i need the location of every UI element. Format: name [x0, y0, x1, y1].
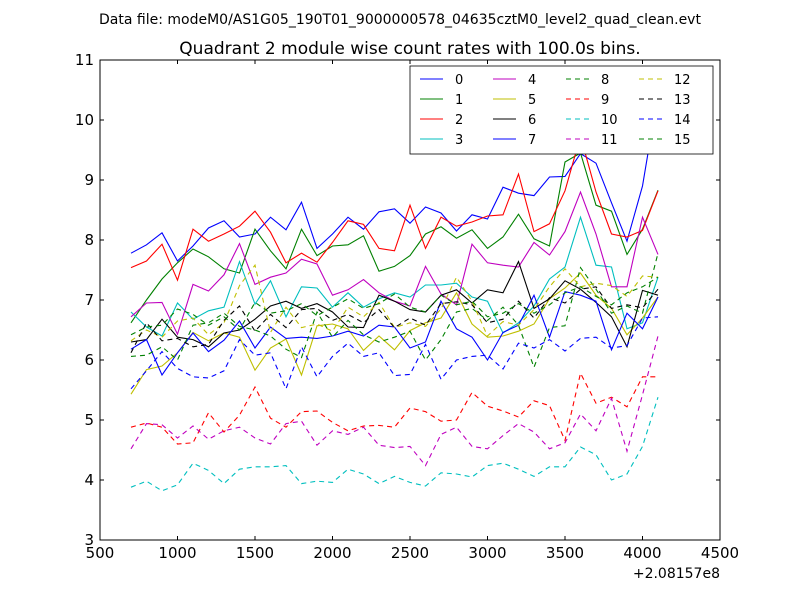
legend-label-10: 10 [601, 113, 618, 128]
chart-title: Quadrant 2 module wise count rates with … [179, 39, 640, 59]
series-line-15 [130, 276, 659, 336]
y-tick-label: 7 [84, 291, 94, 309]
y-tick-label: 9 [84, 171, 94, 189]
series-line-6 [130, 260, 659, 349]
x-tick-label: 4000 [623, 544, 661, 562]
series-line-8 [130, 253, 659, 369]
legend-box [409, 65, 714, 155]
plot-frame [99, 59, 721, 541]
legend-label-8: 8 [601, 73, 609, 88]
series-line-10 [130, 397, 659, 492]
series-line-9 [130, 371, 658, 445]
x-tick-label: 3500 [546, 544, 584, 562]
y-tick-label: 4 [84, 471, 94, 489]
x-tick-label: 1000 [158, 544, 196, 562]
legend-label-4: 4 [528, 73, 536, 88]
legend-label-11: 11 [601, 133, 618, 148]
series-line-2 [130, 134, 659, 282]
series-line-3 [130, 215, 659, 337]
legend-label-6: 6 [528, 113, 536, 128]
series-line-11 [130, 335, 659, 467]
figure-suptitle: Data file: modeM0/AS1G05_190T01_90000005… [99, 12, 701, 28]
x-axis-offset-text: +2.08157e8 [633, 566, 720, 582]
y-tick-label: 3 [84, 531, 94, 549]
x-tick-label: 3000 [468, 544, 506, 562]
legend-label-9: 9 [601, 93, 609, 108]
series-line-0 [130, 93, 659, 262]
legend-label-1: 1 [455, 93, 463, 108]
series-line-14 [130, 316, 659, 391]
axis-ticks: 500 1000 1500 2000 2500 3000 3500 4000 4500 3 4 5 6 7… [75, 51, 739, 562]
legend-label-14: 14 [674, 113, 691, 128]
x-tick-label: 1500 [236, 544, 274, 562]
legend-label-15: 15 [674, 133, 691, 148]
legend-label-3: 3 [455, 133, 463, 148]
x-tick-label: 2500 [391, 544, 429, 562]
legend-label-13: 13 [674, 93, 691, 108]
series-lines [130, 93, 659, 492]
x-tick-label: 4500 [701, 544, 739, 562]
legend-label-2: 2 [455, 113, 463, 128]
x-tick-label: 2000 [313, 544, 351, 562]
y-tick-label: 5 [84, 411, 94, 429]
series-line-12 [130, 263, 659, 342]
legend-label-12: 12 [674, 73, 691, 88]
series-line-1 [130, 152, 659, 324]
y-tick-label: 10 [75, 111, 94, 129]
series-line-13 [130, 286, 659, 354]
legend-label-5: 5 [528, 93, 536, 108]
legend-label-7: 7 [528, 133, 536, 148]
y-tick-label: 11 [75, 51, 94, 69]
y-tick-label: 6 [84, 351, 94, 369]
legend-label-0: 0 [455, 73, 463, 88]
x-tick-label: 500 [86, 544, 115, 562]
y-tick-label: 8 [84, 231, 94, 249]
